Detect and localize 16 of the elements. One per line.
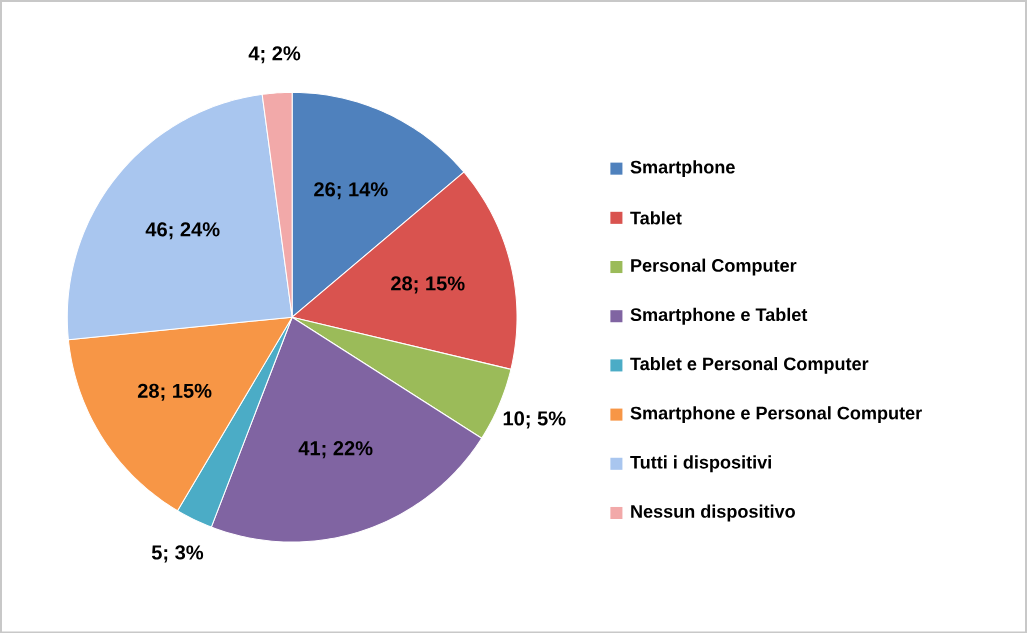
legend-label: Tutti i dispositivi — [630, 455, 771, 472]
data-label: 41; 22% — [298, 440, 373, 459]
legend-label: Smartphone e Tablet — [630, 307, 808, 325]
data-label: 5; 3% — [151, 545, 204, 563]
data-label: 10; 5% — [503, 411, 566, 429]
data-label: 28; 15% — [137, 383, 212, 401]
legend-label: Nessun dispositivo — [631, 504, 795, 522]
legend-label: Smartphone — [630, 160, 735, 177]
data-label: 26; 14% — [314, 181, 388, 200]
legend-label: Tablet e Personal Computer — [630, 356, 869, 374]
data-label: 4; 2% — [248, 46, 301, 64]
legend-label: Smartphone e Personal Computer — [630, 405, 922, 423]
legend-label: Tablet — [630, 210, 682, 225]
legend-label: Personal Computer — [631, 258, 797, 276]
data-label: 46; 24% — [145, 222, 220, 240]
data-label: 28; 15% — [391, 276, 465, 294]
